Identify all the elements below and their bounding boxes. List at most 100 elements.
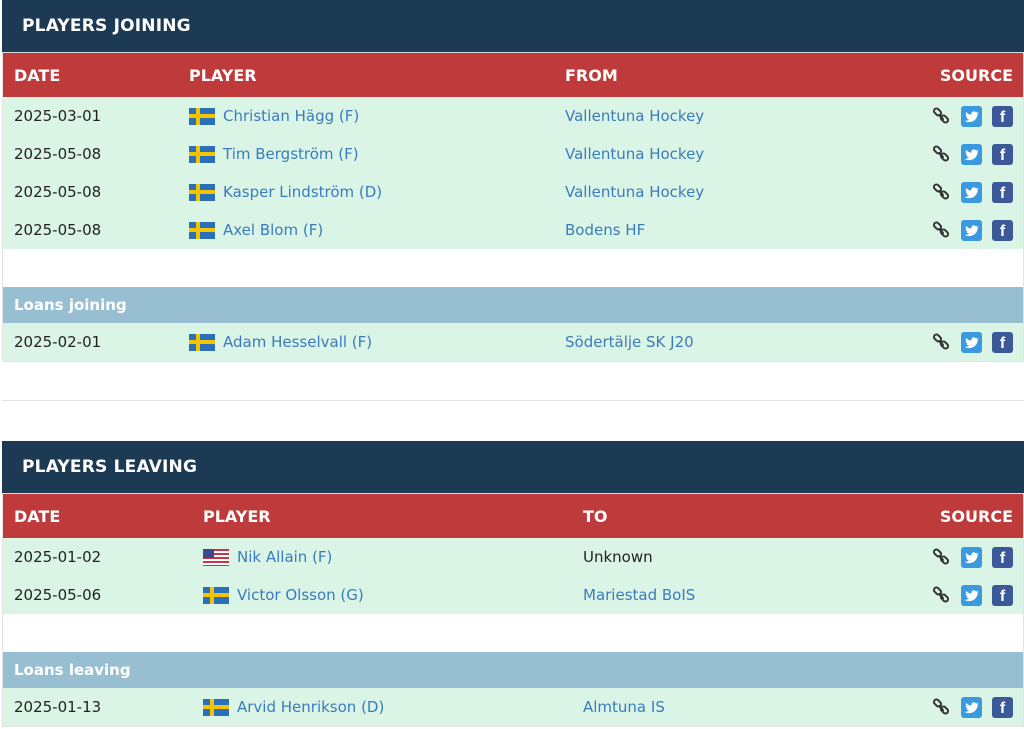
from-club-link[interactable]: Södertälje SK J20	[565, 333, 694, 351]
players-leaving-section: PLAYERS LEAVING DATE PLAYER TO SOURCE 20…	[2, 441, 1024, 727]
player-cell: Nik Allain (F)	[203, 548, 332, 566]
facebook-icon[interactable]: f	[992, 697, 1013, 718]
sweden-flag	[203, 586, 229, 604]
twitter-icon[interactable]	[961, 697, 982, 718]
section-title-bar: PLAYERS LEAVING	[2, 441, 1024, 493]
player-cell: Tim Bergström (F)	[189, 145, 359, 163]
twitter-icon[interactable]	[961, 547, 982, 568]
player-cell: Kasper Lindström (D)	[189, 183, 382, 201]
sweden-flag	[189, 221, 215, 239]
player-cell: Victor Olsson (G)	[203, 586, 364, 604]
loans-leaving-header: Loans leaving	[3, 652, 1023, 688]
player-cell: Adam Hesselvall (F)	[189, 333, 372, 351]
link-icon[interactable]	[931, 585, 951, 606]
transfer-date: 2025-05-06	[14, 586, 102, 604]
transfer-date: 2025-03-01	[14, 107, 102, 125]
player-link[interactable]: Christian Hägg (F)	[223, 107, 360, 125]
leaving-table: DATE PLAYER TO SOURCE 2025-01-02 Nik Alla…	[2, 493, 1024, 727]
transfer-date: 2025-05-08	[14, 221, 102, 239]
facebook-icon[interactable]: f	[992, 220, 1013, 241]
from-club-link[interactable]: Vallentuna Hockey	[565, 183, 705, 201]
player-link[interactable]: Axel Blom (F)	[223, 221, 324, 239]
transfer-date: 2025-01-13	[14, 698, 102, 716]
twitter-icon[interactable]	[961, 144, 982, 165]
column-header-player: PLAYER	[203, 507, 271, 526]
player-link[interactable]: Victor Olsson (G)	[237, 586, 364, 604]
player-cell: Christian Hägg (F)	[189, 107, 359, 125]
twitter-icon[interactable]	[961, 585, 982, 606]
transfer-date: 2025-05-08	[14, 145, 102, 163]
twitter-icon[interactable]	[961, 332, 982, 353]
from-club-link[interactable]: Vallentuna Hockey	[565, 145, 705, 163]
source-icons: f	[931, 106, 1013, 127]
column-header-source: SOURCE	[939, 66, 1013, 85]
source-icons: f	[931, 332, 1013, 353]
spacer	[3, 614, 1023, 652]
facebook-icon[interactable]: f	[992, 182, 1013, 203]
column-header-source: SOURCE	[939, 507, 1013, 526]
player-link[interactable]: Tim Bergström (F)	[223, 145, 359, 163]
facebook-icon[interactable]: f	[992, 106, 1013, 127]
table-row: 2025-02-01 Adam Hesselvall (F) Södertälje …	[3, 323, 1023, 361]
source-icons: f	[931, 697, 1013, 718]
player-link[interactable]: Kasper Lindström (D)	[223, 183, 383, 201]
usa-flag	[203, 548, 229, 566]
link-icon[interactable]	[931, 106, 951, 127]
table-row: 2025-01-02 Nik Allain (F) Unknown f	[3, 538, 1023, 576]
player-link[interactable]: Nik Allain (F)	[237, 548, 333, 566]
from-club-link[interactable]: Vallentuna Hockey	[565, 107, 705, 125]
facebook-icon[interactable]: f	[992, 332, 1013, 353]
source-icons: f	[931, 144, 1013, 165]
table-row: 2025-03-01 Christian Hägg (F) Vallentuna H…	[3, 97, 1023, 135]
link-icon[interactable]	[931, 144, 951, 165]
joining-loan-rows: 2025-02-01 Adam Hesselvall (F) Södertälje …	[3, 323, 1023, 361]
player-link[interactable]: Arvid Henrikson (D)	[237, 698, 385, 716]
source-icons: f	[931, 220, 1013, 241]
facebook-icon[interactable]: f	[992, 547, 1013, 568]
section-divider	[2, 400, 1024, 401]
table-header: DATE PLAYER FROM SOURCE	[3, 52, 1023, 97]
table-row: 2025-01-13 Arvid Henrikson (D) Almtuna IS f	[3, 688, 1023, 726]
column-header-player: PLAYER	[189, 66, 257, 85]
to-club-link: Unknown	[583, 548, 653, 566]
section-title: PLAYERS LEAVING	[22, 457, 198, 477]
sweden-flag	[203, 698, 229, 716]
sweden-flag	[189, 183, 215, 201]
twitter-icon[interactable]	[961, 106, 982, 127]
transfer-date: 2025-05-08	[14, 183, 102, 201]
link-icon[interactable]	[931, 697, 951, 718]
column-header-to: TO	[583, 507, 608, 526]
link-icon[interactable]	[931, 220, 951, 241]
table-row: 2025-05-08 Kasper Lindström (D) Vallentuna…	[3, 173, 1023, 211]
table-row: 2025-05-08 Axel Blom (F) Bodens HF f	[3, 211, 1023, 249]
link-icon[interactable]	[931, 547, 951, 568]
source-icons: f	[931, 585, 1013, 606]
twitter-icon[interactable]	[961, 182, 982, 203]
link-icon[interactable]	[931, 332, 951, 353]
to-club-link[interactable]: Almtuna IS	[583, 698, 665, 716]
facebook-icon[interactable]: f	[992, 585, 1013, 606]
table-row: 2025-05-06 Victor Olsson (G) Mariestad BoI…	[3, 576, 1023, 614]
to-club-link[interactable]: Mariestad BoIS	[583, 586, 696, 604]
transfer-date: 2025-01-02	[14, 548, 102, 566]
player-link[interactable]: Adam Hesselvall (F)	[223, 333, 373, 351]
column-header-date: DATE	[14, 507, 61, 526]
sweden-flag	[189, 333, 215, 351]
source-icons: f	[931, 182, 1013, 203]
joining-table: DATE PLAYER FROM SOURCE 2025-03-01 Christ…	[2, 52, 1024, 362]
sweden-flag	[189, 107, 215, 125]
section-title: PLAYERS JOINING	[22, 16, 191, 36]
facebook-icon[interactable]: f	[992, 144, 1013, 165]
column-header-from: FROM	[565, 66, 618, 85]
player-cell: Axel Blom (F)	[189, 221, 323, 239]
leaving-loan-rows: 2025-01-13 Arvid Henrikson (D) Almtuna IS f	[3, 688, 1023, 726]
twitter-icon[interactable]	[961, 220, 982, 241]
spacer	[3, 249, 1023, 287]
link-icon[interactable]	[931, 182, 951, 203]
sweden-flag	[189, 145, 215, 163]
player-cell: Arvid Henrikson (D)	[203, 698, 384, 716]
from-club-link[interactable]: Bodens HF	[565, 221, 646, 239]
leaving-rows: 2025-01-02 Nik Allain (F) Unknown f 2025-05-…	[3, 538, 1023, 614]
section-title-bar: PLAYERS JOINING	[2, 0, 1024, 52]
loans-joining-header: Loans joining	[3, 287, 1023, 323]
